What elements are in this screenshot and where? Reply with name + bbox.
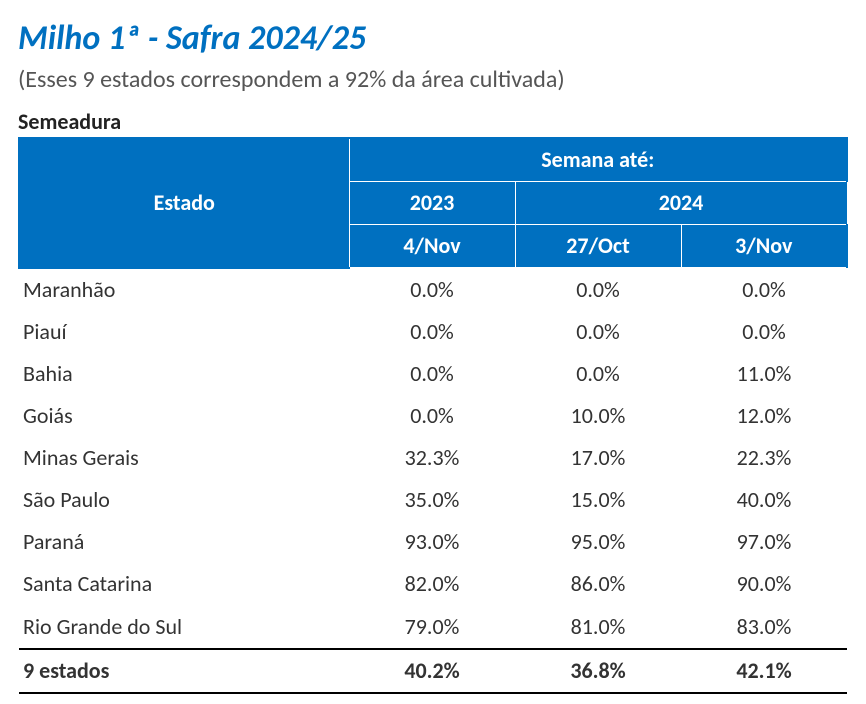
col-header-date-3: 3/Nov <box>681 225 847 268</box>
cell-value: 81.0% <box>515 606 681 649</box>
table-total-row: 9 estados 40.2% 36.8% 42.1% <box>19 649 847 693</box>
cell-value: 93.0% <box>349 521 515 563</box>
cell-value: 32.3% <box>349 437 515 479</box>
cell-value-total: 42.1% <box>681 649 847 693</box>
cell-value: 0.0% <box>515 311 681 353</box>
cell-value: 95.0% <box>515 521 681 563</box>
cell-state-total: 9 estados <box>19 649 349 693</box>
cell-state: Paraná <box>19 521 349 563</box>
page-subtitle: (Esses 9 estados correspondem a 92% da á… <box>18 65 848 94</box>
cell-state: Santa Catarina <box>19 563 349 605</box>
cell-value: 0.0% <box>681 268 847 311</box>
cell-value: 35.0% <box>349 479 515 521</box>
cell-value: 15.0% <box>515 479 681 521</box>
cell-state: Piauí <box>19 311 349 353</box>
table-row: Goiás 0.0% 10.0% 12.0% <box>19 395 847 437</box>
cell-value: 83.0% <box>681 606 847 649</box>
col-header-2023: 2023 <box>349 182 515 225</box>
table-row: Minas Gerais 32.3% 17.0% 22.3% <box>19 437 847 479</box>
table-body: Maranhão 0.0% 0.0% 0.0% Piauí 0.0% 0.0% … <box>19 268 847 693</box>
cell-value: 82.0% <box>349 563 515 605</box>
semeadura-table: Estado Semana até: 2023 2024 4/Nov 27/Oc… <box>18 137 848 694</box>
table-row: Piauí 0.0% 0.0% 0.0% <box>19 311 847 353</box>
cell-value: 0.0% <box>349 311 515 353</box>
cell-value: 0.0% <box>515 268 681 311</box>
col-header-date-2: 27/Oct <box>515 225 681 268</box>
cell-value: 86.0% <box>515 563 681 605</box>
cell-state: Maranhão <box>19 268 349 311</box>
page-title: Milho 1ª - Safra 2024/25 <box>18 18 848 59</box>
col-header-date-1: 4/Nov <box>349 225 515 268</box>
cell-value: 0.0% <box>349 395 515 437</box>
cell-value: 22.3% <box>681 437 847 479</box>
table-row: Paraná 93.0% 95.0% 97.0% <box>19 521 847 563</box>
cell-value: 79.0% <box>349 606 515 649</box>
section-label: Semeadura <box>18 108 848 135</box>
cell-state: Bahia <box>19 353 349 395</box>
cell-value: 17.0% <box>515 437 681 479</box>
cell-value: 10.0% <box>515 395 681 437</box>
cell-value-total: 36.8% <box>515 649 681 693</box>
cell-value: 40.0% <box>681 479 847 521</box>
cell-state: Rio Grande do Sul <box>19 606 349 649</box>
cell-value: 0.0% <box>681 311 847 353</box>
cell-state: São Paulo <box>19 479 349 521</box>
table-row: São Paulo 35.0% 15.0% 40.0% <box>19 479 847 521</box>
cell-value: 12.0% <box>681 395 847 437</box>
col-header-super: Semana até: <box>349 138 847 182</box>
cell-value: 0.0% <box>349 353 515 395</box>
table-row: Maranhão 0.0% 0.0% 0.0% <box>19 268 847 311</box>
cell-value: 0.0% <box>515 353 681 395</box>
cell-state: Minas Gerais <box>19 437 349 479</box>
cell-value: 11.0% <box>681 353 847 395</box>
table-row: Bahia 0.0% 0.0% 11.0% <box>19 353 847 395</box>
cell-value-total: 40.2% <box>349 649 515 693</box>
col-header-estado: Estado <box>19 138 349 268</box>
cell-value: 0.0% <box>349 268 515 311</box>
table-row: Santa Catarina 82.0% 86.0% 90.0% <box>19 563 847 605</box>
col-header-2024: 2024 <box>515 182 847 225</box>
cell-value: 97.0% <box>681 521 847 563</box>
cell-state: Goiás <box>19 395 349 437</box>
table-row: Rio Grande do Sul 79.0% 81.0% 83.0% <box>19 606 847 649</box>
cell-value: 90.0% <box>681 563 847 605</box>
